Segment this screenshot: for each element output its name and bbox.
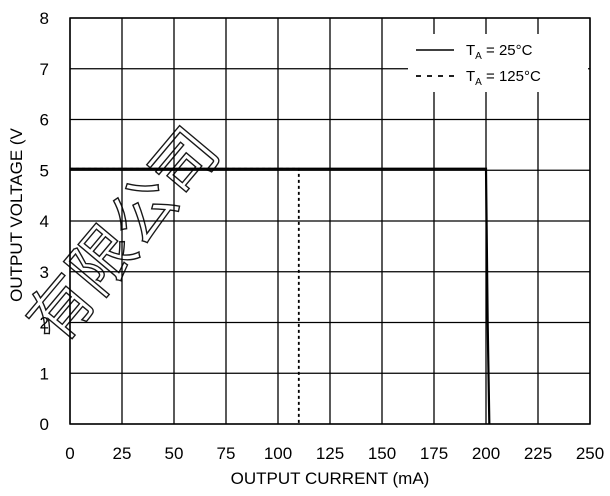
x-tick-label: 175: [420, 444, 448, 463]
x-axis-title: OUTPUT CURRENT (mA): [231, 469, 430, 488]
y-tick-label: 2: [40, 314, 49, 333]
x-tick-label: 25: [113, 444, 132, 463]
y-tick-label: 1: [40, 364, 49, 383]
y-tick-label: 3: [40, 263, 49, 282]
legend-label: TA = 25°C: [466, 42, 533, 62]
x-tick-label: 250: [576, 444, 604, 463]
y-tick-label: 4: [40, 212, 49, 231]
y-tick-label: 6: [40, 111, 49, 130]
x-tick-label: 225: [524, 444, 552, 463]
y-tick-labels: 0 1 2 3 4 5 6 7 8: [40, 9, 49, 434]
series-line-ta-125c: [70, 167, 300, 424]
x-tick-labels: 0 25 50 75 100 125 150 175 200 225 250: [65, 444, 604, 463]
plot-frame: [69, 17, 591, 425]
y-tick-label: 5: [40, 161, 49, 180]
x-tick-label: 125: [316, 444, 344, 463]
x-tick-label: 50: [165, 444, 184, 463]
legend-background: [408, 34, 588, 92]
legend: TA = 25°C TA = 125°C: [408, 34, 588, 92]
series-line-ta-25c: [70, 167, 491, 425]
y-axis-title: OUTPUT VOLTAGE (V: [7, 127, 26, 301]
x-tick-label: 75: [217, 444, 236, 463]
y-tick-label: 8: [40, 9, 49, 28]
x-tick-label: 200: [472, 444, 500, 463]
x-tick-label: 150: [368, 444, 396, 463]
x-tick-label: 100: [264, 444, 292, 463]
series-lines: [70, 167, 491, 425]
y-tick-label: 0: [40, 415, 49, 434]
x-tick-label: 0: [65, 444, 74, 463]
y-tick-label: 7: [40, 60, 49, 79]
legend-label: TA = 125°C: [466, 68, 541, 88]
